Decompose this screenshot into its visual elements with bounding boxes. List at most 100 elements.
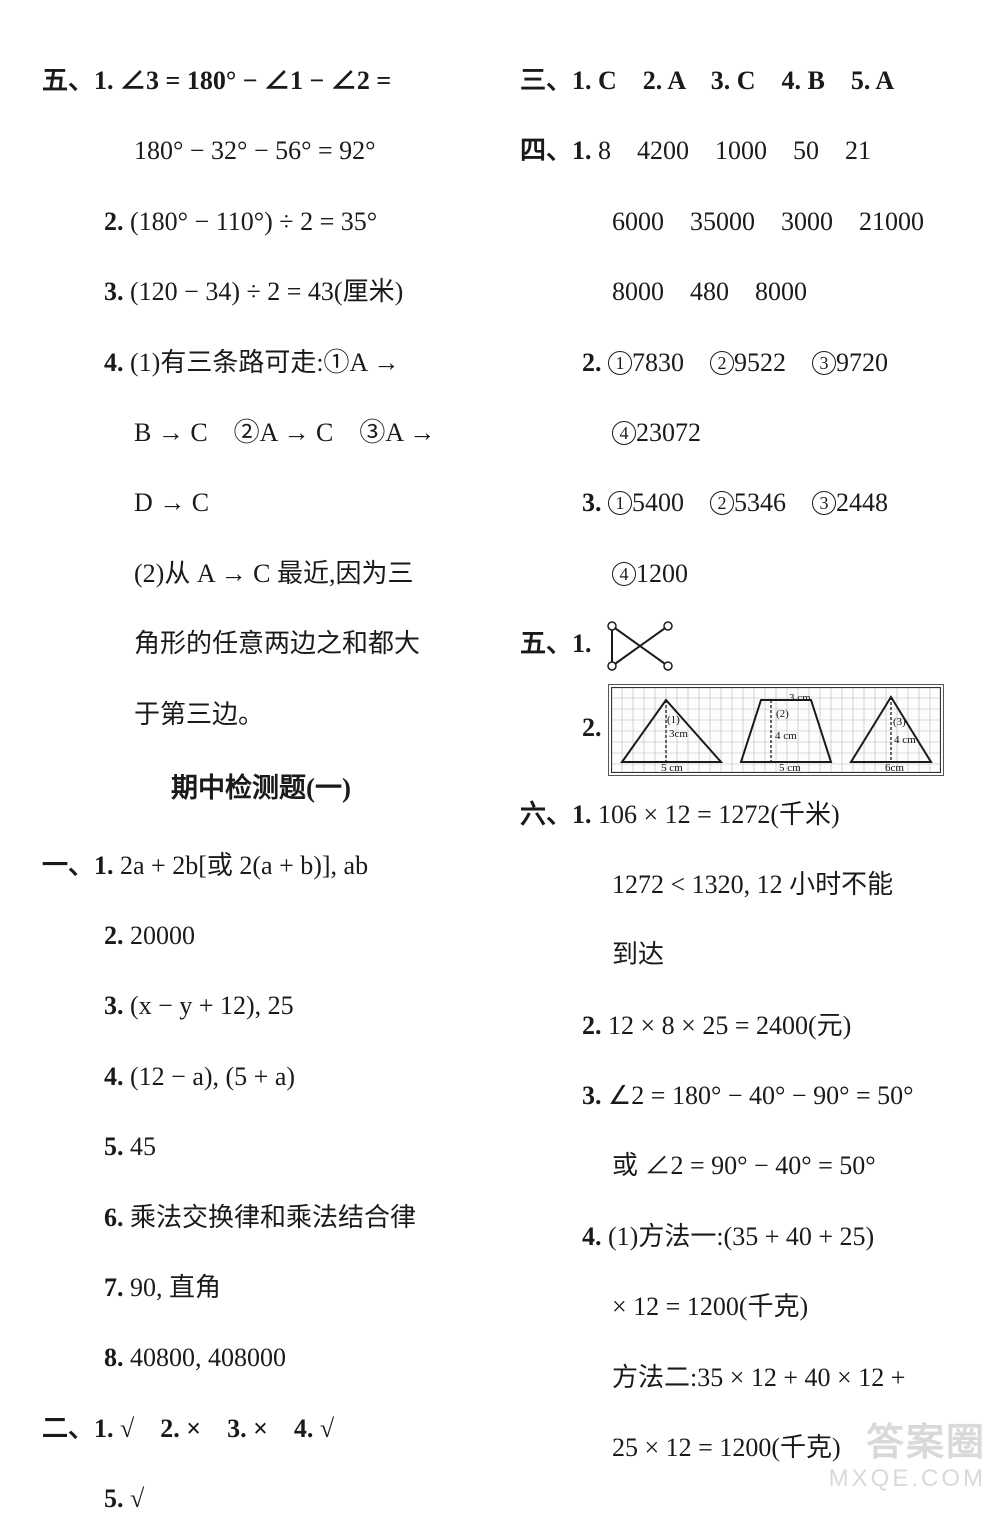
sec5-l2: 2. (180° − 110°) ÷ 2 = 35° bbox=[42, 191, 480, 253]
sec2-line1: 二、1. √ 2. × 3. × 4. √ bbox=[42, 1398, 480, 1460]
sec1-i7: 7. 90, 直角 bbox=[42, 1257, 480, 1319]
sec4-r5: 3. 15400 25346 32448 bbox=[520, 472, 958, 534]
sec4-r4d: 423072 bbox=[520, 402, 958, 464]
svg-text:(1): (1) bbox=[667, 714, 680, 726]
svg-text:3cm: 3cm bbox=[669, 728, 688, 740]
right-column: 三、1. C 2. A 3. C 4. B 5. A 四、1. 8 4200 1… bbox=[500, 50, 970, 1463]
sec4-label: 四、 bbox=[520, 136, 572, 165]
sec1-i5-text: 45 bbox=[130, 1132, 156, 1161]
sec4-r5d-text: 1200 bbox=[636, 559, 688, 588]
sec6-l4a-text: (1)方法一:(35 + 40 + 25) bbox=[608, 1222, 874, 1251]
sec5-l4a-text: (1)有三条路可走:①A → bbox=[130, 348, 399, 377]
sec6-l1a: 六、1. 106 × 12 = 1272(千米) bbox=[520, 784, 958, 846]
sec4-r4d-text: 23072 bbox=[636, 418, 701, 447]
sec1-i4: 4. (12 − a), (5 + a) bbox=[42, 1046, 480, 1108]
sec5r-line2: 2. (1) 3cm 5 cm (2)3 cm 4 cm 5 cm (3) 4 cm 6cm bbox=[520, 684, 958, 776]
sec5-l4c: D → C bbox=[42, 472, 480, 534]
sec3-row: 1. C 2. A 3. C 4. B 5. A bbox=[572, 66, 894, 95]
sec1-i3-text: (x − y + 12), 25 bbox=[130, 991, 294, 1020]
svg-text:5 cm: 5 cm bbox=[779, 762, 801, 773]
sec5-l1b: 180° − 32° − 56° = 92° bbox=[42, 120, 480, 182]
left-column: 五、1. ∠3 = 180° − ∠1 − ∠2 = 180° − 32° − … bbox=[30, 50, 500, 1463]
sec6-l4b: × 12 = 1200(千克) bbox=[520, 1276, 958, 1338]
sec1-i6-text: 乘法交换律和乘法结合律 bbox=[130, 1203, 416, 1232]
sec6-l1c: 到达 bbox=[520, 924, 958, 986]
svg-text:(3): (3) bbox=[893, 716, 906, 728]
sec6-l1b: 1272 < 1320, 12 小时不能 bbox=[520, 854, 958, 916]
svg-text:4 cm: 4 cm bbox=[894, 734, 916, 746]
svg-text:5 cm: 5 cm bbox=[661, 762, 683, 773]
sec6-l4a: 4. (1)方法一:(35 + 40 + 25) bbox=[520, 1206, 958, 1268]
circled-1-icon: 1 bbox=[608, 351, 632, 375]
sec5r-line1: 五、1. bbox=[520, 613, 958, 675]
sec4-r5c: 2448 bbox=[836, 488, 888, 517]
sec1-label: 一、 bbox=[42, 851, 94, 880]
sec1-i3: 3. (x − y + 12), 25 bbox=[42, 975, 480, 1037]
sec4-r4-pre: 2. bbox=[582, 348, 608, 377]
sec6-label: 六、 bbox=[520, 800, 572, 829]
sec1-i4-text: (12 − a), (5 + a) bbox=[130, 1062, 295, 1091]
sec5-l4d: (2)从 A → C 最近,因为三 bbox=[42, 543, 480, 605]
shapes-grid-svg: (1) 3cm 5 cm (2)3 cm 4 cm 5 cm (3) 4 cm 6cm bbox=[611, 687, 941, 773]
sec4-r4c: 9720 bbox=[836, 348, 888, 377]
sec5-l4e: 角形的任意两边之和都大 bbox=[42, 613, 480, 675]
sec6-l2: 2. 12 × 8 × 25 = 2400(元) bbox=[520, 995, 958, 1057]
sec6-l3a: 3. ∠2 = 180° − 40° − 90° = 50° bbox=[520, 1065, 958, 1127]
sec4-r5-pre: 3. bbox=[582, 488, 608, 517]
sec1-i5: 5. 45 bbox=[42, 1116, 480, 1178]
circled-3b-icon: 3 bbox=[812, 491, 836, 515]
svg-text:4 cm: 4 cm bbox=[775, 730, 797, 742]
sec5-l4a: 4. (1)有三条路可走:①A → bbox=[42, 332, 480, 394]
sec1-i1: 2a + 2b[或 2(a + b)], ab bbox=[120, 851, 368, 880]
sec5r-i2pre: 2. bbox=[582, 712, 602, 741]
sec5-l4b: B → C ②A → C ③A → bbox=[42, 402, 480, 464]
sec4-r1-text: 8 4200 1000 50 21 bbox=[598, 136, 871, 165]
shapes-grid-figure: (1) 3cm 5 cm (2)3 cm 4 cm 5 cm (3) 4 cm 6cm bbox=[608, 684, 944, 776]
sec2-row2: 5. √ bbox=[42, 1468, 480, 1530]
sec6-l2-text: 12 × 8 × 25 = 2400(元) bbox=[608, 1011, 851, 1040]
sec5-l2-text: (180° − 110°) ÷ 2 = 35° bbox=[130, 207, 377, 236]
sec6-l3b: 或 ∠2 = 90° − 40° = 50° bbox=[520, 1135, 958, 1197]
sec5-l1a: 1. ∠3 = 180° − ∠1 − ∠2 = bbox=[94, 66, 391, 95]
sec5-l3: 3. (120 − 34) ÷ 2 = 43(厘米) bbox=[42, 261, 480, 323]
svg-text:(2): (2) bbox=[776, 708, 789, 720]
sec5r-label: 五、 bbox=[520, 629, 572, 658]
sec4-r4a: 7830 bbox=[632, 348, 684, 377]
sec5-l3-text: (120 − 34) ÷ 2 = 43(厘米) bbox=[130, 277, 403, 306]
sec5-l4f: 于第三边。 bbox=[42, 684, 480, 746]
sec3-line: 三、1. C 2. A 3. C 4. B 5. A bbox=[520, 50, 958, 112]
svg-text:3 cm: 3 cm bbox=[789, 692, 811, 704]
sec4-r4b: 9522 bbox=[734, 348, 786, 377]
mid-title: 期中检测题(一) bbox=[42, 756, 480, 821]
matching-diagram bbox=[598, 618, 682, 674]
sec1-i6: 6. 乘法交换律和乘法结合律 bbox=[42, 1187, 480, 1249]
circled-2-icon: 2 bbox=[710, 351, 734, 375]
sec4-r5a: 5400 bbox=[632, 488, 684, 517]
sec6-l1a-text: 106 × 12 = 1272(千米) bbox=[598, 800, 840, 829]
sec1-i2: 2. 20000 bbox=[42, 905, 480, 967]
sec5r-i1pre: 1. bbox=[572, 629, 598, 658]
sec1-i2-text: 20000 bbox=[130, 921, 195, 950]
sec4-r5d: 41200 bbox=[520, 543, 958, 605]
circled-3-icon: 3 bbox=[812, 351, 836, 375]
sec6-l4c: 方法二:35 × 12 + 40 × 12 + bbox=[520, 1347, 958, 1409]
sec5-label: 五、 bbox=[42, 66, 94, 95]
sec2-row1: 1. √ 2. × 3. × 4. √ bbox=[94, 1414, 334, 1443]
sec4-r4: 2. 17830 29522 39720 bbox=[520, 332, 958, 394]
sec4-r1: 四、1. 8 4200 1000 50 21 bbox=[520, 120, 958, 182]
circled-2b-icon: 2 bbox=[710, 491, 734, 515]
circled-1b-icon: 1 bbox=[608, 491, 632, 515]
circled-4-icon: 4 bbox=[612, 421, 636, 445]
sec6-l3a-text: ∠2 = 180° − 40° − 90° = 50° bbox=[608, 1081, 914, 1110]
sec3-label: 三、 bbox=[520, 66, 572, 95]
sec4-r5b: 5346 bbox=[734, 488, 786, 517]
page: 五、1. ∠3 = 180° − ∠1 − ∠2 = 180° − 32° − … bbox=[0, 0, 1000, 1503]
svg-text:6cm: 6cm bbox=[885, 762, 904, 773]
sec4-r2: 6000 35000 3000 21000 bbox=[520, 191, 958, 253]
sec1-i8: 8. 40800, 408000 bbox=[42, 1327, 480, 1389]
sec1-i8-text: 40800, 408000 bbox=[130, 1343, 286, 1372]
sec5-line1: 五、1. ∠3 = 180° − ∠1 − ∠2 = bbox=[42, 50, 480, 112]
sec6-l4d: 25 × 12 = 1200(千克) bbox=[520, 1417, 958, 1479]
sec2-label: 二、 bbox=[42, 1414, 94, 1443]
sec1-line1: 一、1. 2a + 2b[或 2(a + b)], ab bbox=[42, 835, 480, 897]
